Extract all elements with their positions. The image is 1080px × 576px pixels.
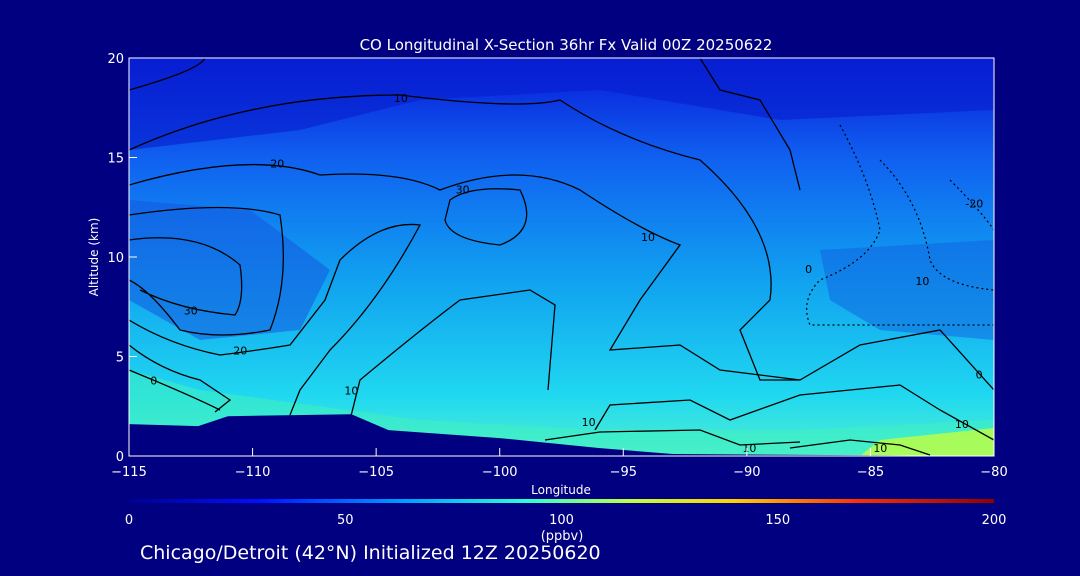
x-tick-label: −105 xyxy=(358,465,394,480)
y-tick-label: 15 xyxy=(107,152,124,167)
plot-area: 10 20 30 20 0 10 30 10 0 -20 10 0 10 10 10 10 xyxy=(129,58,994,456)
co-field-surface-max xyxy=(860,428,994,456)
contour-label: 20 xyxy=(270,157,284,170)
contour-line xyxy=(444,188,528,246)
terrain xyxy=(129,414,994,456)
contour-label: 10 xyxy=(344,384,358,397)
contour-line xyxy=(129,237,243,316)
x-tick-label: −85 xyxy=(857,465,884,480)
contour-line xyxy=(949,179,994,231)
contour-line xyxy=(789,439,931,456)
x-tick-label: −115 xyxy=(111,465,147,480)
x-tick-label: −100 xyxy=(482,465,518,480)
colorbar-tick-label: 50 xyxy=(337,513,354,528)
x-tick-label: −90 xyxy=(733,465,760,480)
contour-line xyxy=(129,369,221,411)
co-field-east-low xyxy=(820,240,994,340)
y-tick-label: 0 xyxy=(116,450,124,465)
contour-line xyxy=(129,58,206,91)
y-tick-label: 10 xyxy=(107,251,124,266)
colorbar-tick-label: 200 xyxy=(982,513,1007,528)
colorbar-unit-label: (ppbv) xyxy=(541,529,584,544)
contour-label: 10 xyxy=(873,442,887,455)
colorbar-tick-label: 150 xyxy=(765,513,790,528)
contour-label: 30 xyxy=(184,305,198,318)
colorbar-tick-label: 100 xyxy=(549,513,574,528)
chart-title: CO Longitudinal X-Section 36hr Fx Valid … xyxy=(360,36,773,54)
contour-lines xyxy=(129,58,994,456)
contour-label: 10 xyxy=(955,418,969,431)
colorbar xyxy=(129,499,994,503)
contour-line xyxy=(594,384,994,441)
colorbar-tick-label: 0 xyxy=(125,513,133,528)
contour-label: 10 xyxy=(582,416,596,429)
contour-label: -20 xyxy=(965,197,983,210)
contour-label: 10 xyxy=(394,92,408,105)
contour-label: 0 xyxy=(150,374,157,387)
contour-line xyxy=(699,58,801,191)
contour-label: 30 xyxy=(456,183,470,196)
contour-line xyxy=(129,344,232,413)
y-axis-label: Altitude (km) xyxy=(87,218,101,297)
y-tick-label: 20 xyxy=(107,52,124,67)
contour-label: 10 xyxy=(742,442,756,455)
contour-label: 0 xyxy=(805,263,812,276)
contour-line xyxy=(129,206,284,336)
y-tick-label: 5 xyxy=(116,351,124,366)
x-axis-label: Longitude xyxy=(531,483,591,497)
contour-line xyxy=(349,289,556,421)
contour-label: 10 xyxy=(915,275,929,288)
contour-line xyxy=(129,94,994,391)
footer-caption: Chicago/Detroit (42°N) Initialized 12Z 2… xyxy=(140,542,601,564)
x-tick-label: −110 xyxy=(235,465,271,480)
contour-line xyxy=(129,223,422,416)
x-tick-label: −80 xyxy=(980,465,1007,480)
contour-label: 10 xyxy=(641,231,655,244)
negative-contours xyxy=(806,124,994,326)
contour-line xyxy=(129,163,801,381)
contour-label: 20 xyxy=(233,345,247,358)
contour-line xyxy=(544,429,801,446)
x-tick-label: −95 xyxy=(610,465,637,480)
co-field-low-region xyxy=(129,58,994,150)
contour-label: 0 xyxy=(976,368,983,381)
contour-line xyxy=(879,159,994,291)
